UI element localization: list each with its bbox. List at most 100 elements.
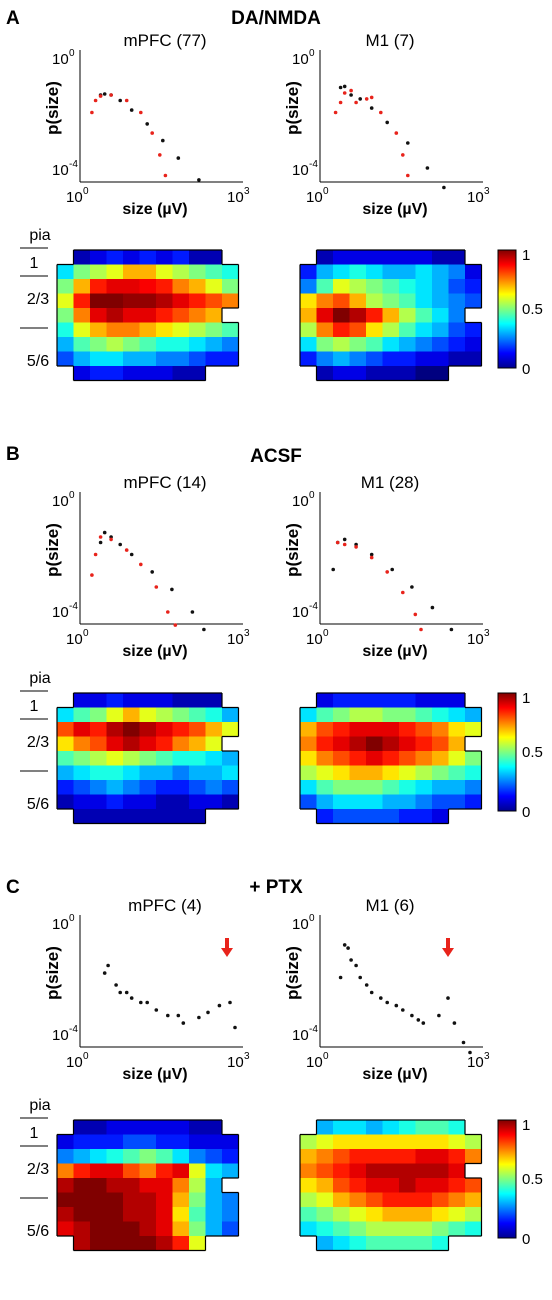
heatmap-cell: [382, 279, 400, 294]
tick-base: 10: [292, 916, 309, 933]
layer-label-1: 1: [30, 255, 39, 272]
heatmap-cell: [349, 751, 367, 766]
heatmap-cell: [189, 1163, 206, 1179]
heatmap-cell: [205, 794, 223, 810]
heatmap-cell: [222, 1149, 239, 1164]
black-data-point: [233, 1025, 237, 1030]
tick-base: 10: [306, 631, 323, 648]
heatmap-cell: [432, 722, 449, 737]
heatmap-cell: [300, 722, 317, 737]
heatmap-cell: [205, 1120, 223, 1135]
x-tick-right: 10 3: [227, 628, 250, 648]
heatmap-cell: [189, 1236, 206, 1251]
black-data-point: [385, 120, 390, 125]
black-data-point: [442, 185, 446, 190]
heatmap-cell: [73, 351, 91, 367]
y-axis-label: p(size): [43, 523, 62, 577]
heatmap-cell: [415, 1149, 433, 1164]
heatmap-cell: [399, 322, 416, 338]
tick-base: 10: [292, 1027, 309, 1044]
heatmap-cell: [172, 809, 190, 824]
heatmap-cell: [349, 1134, 367, 1150]
heatmap-cell: [465, 707, 482, 723]
heatmap-cell: [205, 736, 223, 752]
black-data-point: [358, 975, 363, 980]
heatmap-cell: [222, 1207, 239, 1222]
black-data-point: [145, 122, 149, 126]
heatmap-cell: [73, 366, 91, 381]
tick-exponent: 0: [69, 490, 75, 501]
black-data-point: [410, 1013, 414, 1018]
heatmap-cell: [366, 809, 383, 824]
heatmap-cell: [139, 1120, 157, 1135]
tick-base: 10: [52, 604, 69, 621]
heatmap-cell: [139, 736, 157, 752]
heatmap-cell: [123, 1236, 140, 1251]
black-data-point: [102, 971, 107, 975]
heatmap-cell: [222, 794, 239, 810]
heatmap-cell: [349, 707, 367, 723]
heatmap-cell: [205, 693, 223, 708]
heatmap-cell: [123, 1149, 140, 1164]
heatmap-cell: [90, 250, 107, 265]
heatmap-cell: [73, 693, 91, 708]
black-data-point: [124, 990, 129, 995]
heatmap-cell: [90, 351, 107, 367]
heatmap-cell: [139, 322, 157, 338]
heatmap-cell: [316, 264, 334, 280]
heatmap-cell: [106, 337, 124, 352]
heatmap-cell: [189, 1149, 206, 1164]
tick-exponent: 0: [69, 48, 75, 59]
heatmap-cell: [73, 293, 91, 309]
red-data-point: [354, 100, 358, 105]
heatmap-cell: [432, 279, 449, 294]
heatmap-cell: [465, 322, 482, 338]
heatmap-cell: [448, 250, 466, 265]
red-data-point: [342, 542, 347, 547]
black-data-point: [346, 946, 350, 950]
colorbar-tick-mid: 0.5: [522, 744, 543, 761]
heatmap-cell: [316, 693, 334, 708]
tick-base: 10: [292, 493, 309, 510]
region-title: mPFC (14): [123, 473, 206, 492]
layer-label-5-6: 5/6: [27, 353, 49, 370]
heatmap-cell: [106, 809, 124, 824]
heatmap-cell: [123, 794, 140, 810]
heatmap-cell: [432, 1120, 449, 1135]
heatmap-cell: [366, 1178, 383, 1193]
heatmap-cell: [156, 293, 173, 309]
heatmap-cell: [399, 1149, 416, 1164]
y-tick-top: 10 0: [292, 48, 315, 68]
heatmap-cell: [349, 351, 367, 367]
colorbar: [497, 692, 517, 812]
heatmap-cell: [205, 337, 223, 352]
tick-base: 10: [467, 631, 484, 648]
heatmap-cell: [189, 337, 206, 352]
colorbar-tick-min: 0: [522, 1231, 530, 1248]
x-axis-label: size (µV): [122, 1066, 187, 1083]
heatmap-cell: [123, 264, 140, 280]
heatmap-cell: [123, 1192, 140, 1208]
heatmap-cell: [432, 351, 449, 367]
black-data-point: [166, 1013, 170, 1018]
heatmap-cell: [415, 366, 433, 381]
heatmap-cell: [366, 308, 383, 323]
x-axis-label: size (µV): [122, 201, 187, 218]
heatmap-cell: [366, 780, 383, 795]
heatmap-cell: [366, 351, 383, 367]
heatmap-cell: [222, 707, 239, 723]
heatmap-cell: [333, 1163, 350, 1179]
heatmap-cell: [448, 351, 466, 367]
heatmap-cell: [415, 751, 433, 766]
heatmap-cell: [57, 707, 74, 723]
heatmap-cell: [90, 794, 107, 810]
heatmap-cell: [366, 751, 383, 766]
heatmap-cell: [333, 722, 350, 737]
heatmap-cell: [156, 794, 173, 810]
heatmap-cell: [139, 308, 157, 323]
tick-base: 10: [227, 631, 244, 648]
x-axis-label: size (µV): [362, 1066, 427, 1083]
red-data-point: [173, 623, 178, 627]
black-data-point: [342, 943, 347, 947]
heatmap-cell: [382, 1178, 400, 1193]
